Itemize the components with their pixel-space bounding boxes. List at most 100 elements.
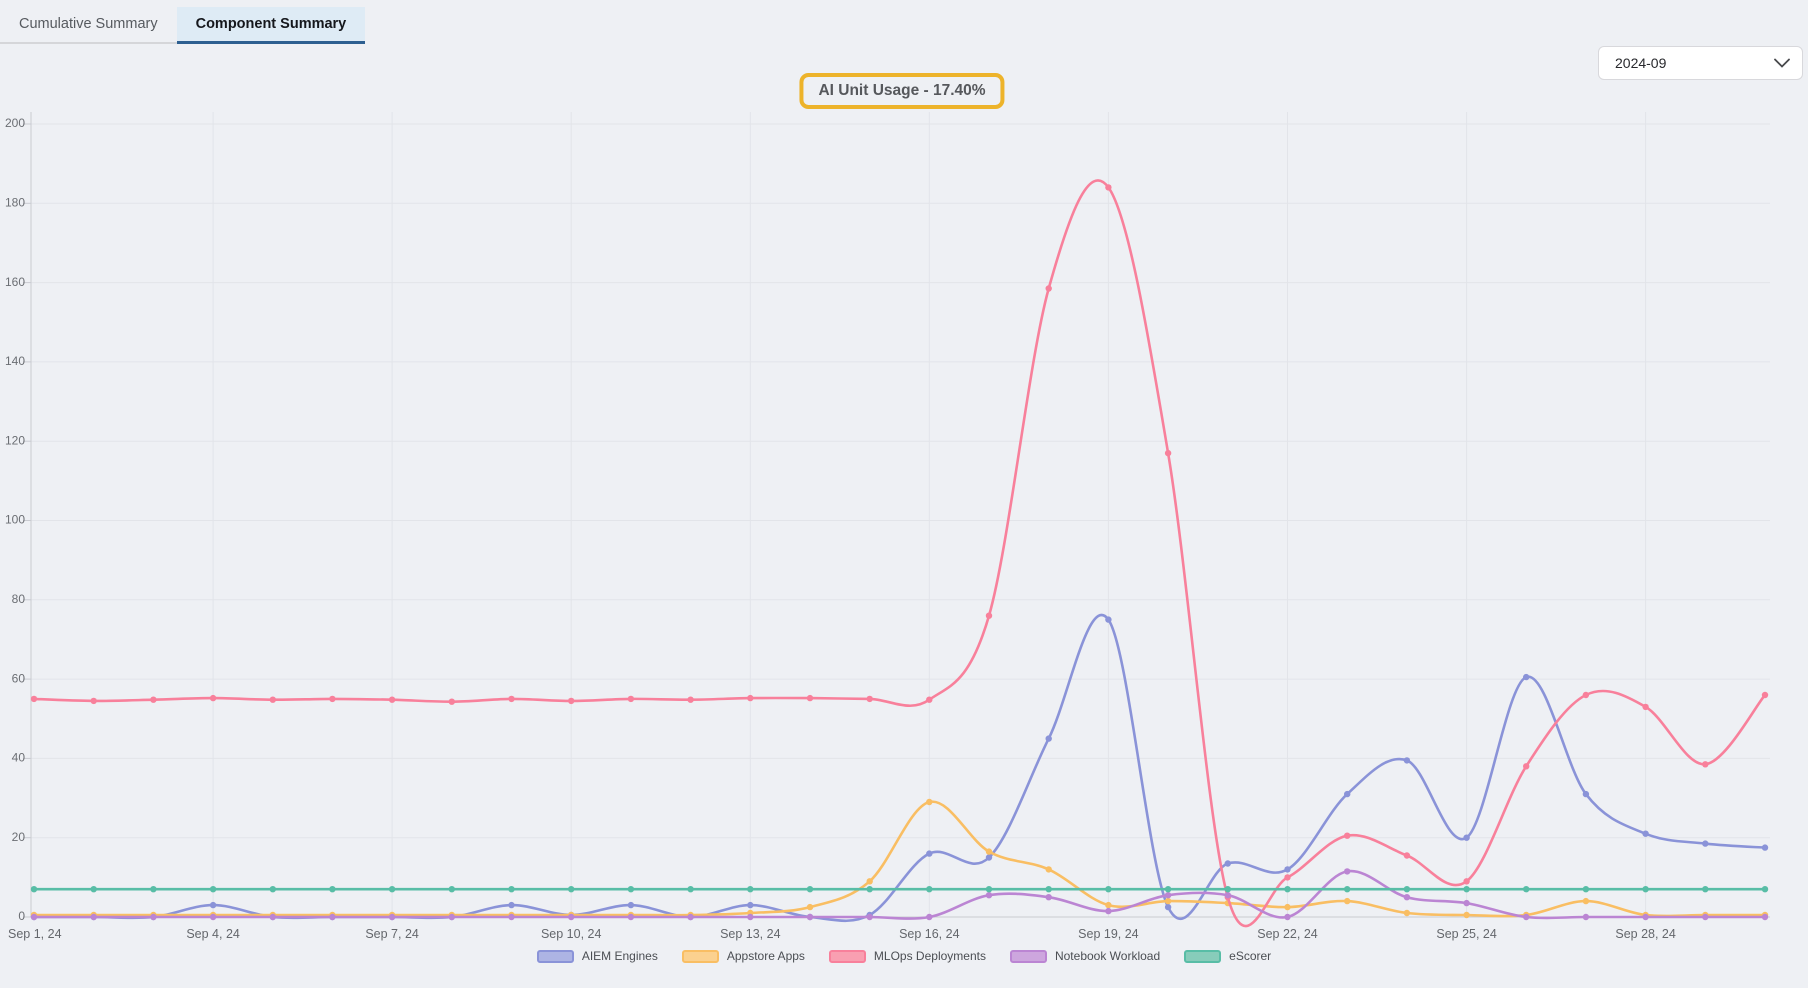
- data-point[interactable]: [747, 901, 754, 909]
- data-point[interactable]: [1702, 761, 1709, 768]
- data-point[interactable]: [1403, 852, 1411, 859]
- data-point[interactable]: [985, 886, 993, 893]
- data-point[interactable]: [30, 695, 38, 703]
- data-point[interactable]: [1344, 897, 1351, 905]
- data-point[interactable]: [1463, 911, 1470, 919]
- data-point[interactable]: [1702, 840, 1709, 847]
- data-point[interactable]: [1582, 886, 1590, 893]
- data-point[interactable]: [1164, 886, 1172, 893]
- data-point[interactable]: [209, 901, 217, 909]
- data-point[interactable]: [329, 695, 336, 703]
- data-point[interactable]: [1164, 897, 1172, 905]
- data-point[interactable]: [90, 913, 97, 921]
- data-point[interactable]: [1105, 886, 1112, 893]
- data-point[interactable]: [30, 913, 38, 921]
- data-point[interactable]: [1582, 691, 1590, 699]
- data-point[interactable]: [926, 798, 933, 806]
- data-point[interactable]: [627, 901, 635, 909]
- data-point[interactable]: [329, 913, 336, 921]
- data-point[interactable]: [1523, 763, 1530, 770]
- data-point[interactable]: [627, 913, 635, 921]
- data-point[interactable]: [269, 913, 276, 921]
- data-point[interactable]: [806, 886, 814, 893]
- data-point[interactable]: [1164, 449, 1172, 457]
- data-point[interactable]: [1403, 757, 1411, 764]
- data-point[interactable]: [1224, 860, 1232, 867]
- legend-item-appstore-apps[interactable]: Appstore Apps: [681, 949, 805, 963]
- data-point[interactable]: [1045, 735, 1052, 742]
- data-point[interactable]: [1045, 886, 1052, 893]
- data-point[interactable]: [985, 892, 993, 899]
- data-point[interactable]: [508, 901, 515, 909]
- data-point[interactable]: [806, 903, 814, 911]
- data-point[interactable]: [269, 696, 276, 703]
- data-point[interactable]: [329, 886, 336, 893]
- data-point[interactable]: [687, 696, 694, 703]
- data-point[interactable]: [1582, 913, 1590, 921]
- data-point[interactable]: [1761, 691, 1769, 699]
- data-point[interactable]: [209, 886, 217, 893]
- data-point[interactable]: [209, 913, 217, 921]
- data-point[interactable]: [1463, 886, 1470, 893]
- data-point[interactable]: [1284, 874, 1291, 881]
- legend-item-mlops-deployments[interactable]: MLOps Deployments: [828, 949, 986, 963]
- data-point[interactable]: [866, 913, 873, 921]
- data-point[interactable]: [1702, 913, 1709, 921]
- data-point[interactable]: [448, 913, 455, 921]
- data-point[interactable]: [388, 886, 396, 893]
- data-point[interactable]: [209, 694, 217, 702]
- data-point[interactable]: [1761, 844, 1769, 851]
- data-point[interactable]: [150, 913, 157, 921]
- data-point[interactable]: [1164, 892, 1172, 899]
- data-point[interactable]: [508, 886, 515, 893]
- month-dropdown[interactable]: 2024-09: [1598, 46, 1803, 80]
- data-point[interactable]: [90, 886, 97, 893]
- data-point[interactable]: [985, 854, 993, 861]
- data-point[interactable]: [926, 850, 933, 857]
- data-point[interactable]: [627, 695, 635, 703]
- data-point[interactable]: [926, 913, 933, 921]
- data-point[interactable]: [926, 886, 933, 893]
- data-point[interactable]: [687, 913, 694, 921]
- data-point[interactable]: [568, 697, 575, 705]
- data-point[interactable]: [1761, 913, 1769, 921]
- data-point[interactable]: [1642, 830, 1649, 837]
- data-point[interactable]: [1224, 892, 1232, 899]
- data-point[interactable]: [1224, 886, 1232, 893]
- data-point[interactable]: [568, 886, 575, 893]
- data-point[interactable]: [1284, 886, 1291, 893]
- data-point[interactable]: [627, 886, 635, 893]
- data-point[interactable]: [1523, 913, 1530, 921]
- data-point[interactable]: [1403, 894, 1411, 901]
- data-point[interactable]: [1045, 894, 1052, 901]
- data-point[interactable]: [806, 694, 814, 702]
- data-point[interactable]: [269, 886, 276, 893]
- tab-cumulative-summary[interactable]: Cumulative Summary: [0, 7, 177, 44]
- data-point[interactable]: [687, 886, 694, 893]
- data-point[interactable]: [1284, 866, 1291, 873]
- data-point[interactable]: [1284, 913, 1291, 921]
- data-point[interactable]: [806, 913, 814, 921]
- legend-item-escorer[interactable]: eScorer: [1184, 949, 1271, 963]
- data-point[interactable]: [508, 695, 515, 703]
- data-point[interactable]: [985, 612, 993, 619]
- data-point[interactable]: [1463, 878, 1470, 885]
- data-point[interactable]: [90, 697, 97, 705]
- data-point[interactable]: [1463, 899, 1470, 907]
- data-point[interactable]: [1642, 703, 1649, 711]
- data-point[interactable]: [1582, 897, 1590, 905]
- data-point[interactable]: [1105, 184, 1112, 191]
- data-point[interactable]: [1702, 886, 1709, 893]
- data-point[interactable]: [1642, 886, 1649, 893]
- data-point[interactable]: [1105, 901, 1112, 909]
- data-point[interactable]: [448, 886, 455, 893]
- data-point[interactable]: [1105, 907, 1112, 915]
- data-point[interactable]: [985, 848, 993, 855]
- data-point[interactable]: [1403, 909, 1411, 917]
- data-point[interactable]: [1523, 673, 1530, 681]
- data-point[interactable]: [150, 696, 157, 703]
- legend-item-notebook-workload[interactable]: Notebook Workload: [1009, 949, 1160, 963]
- data-point[interactable]: [1164, 903, 1172, 911]
- data-point[interactable]: [508, 913, 515, 921]
